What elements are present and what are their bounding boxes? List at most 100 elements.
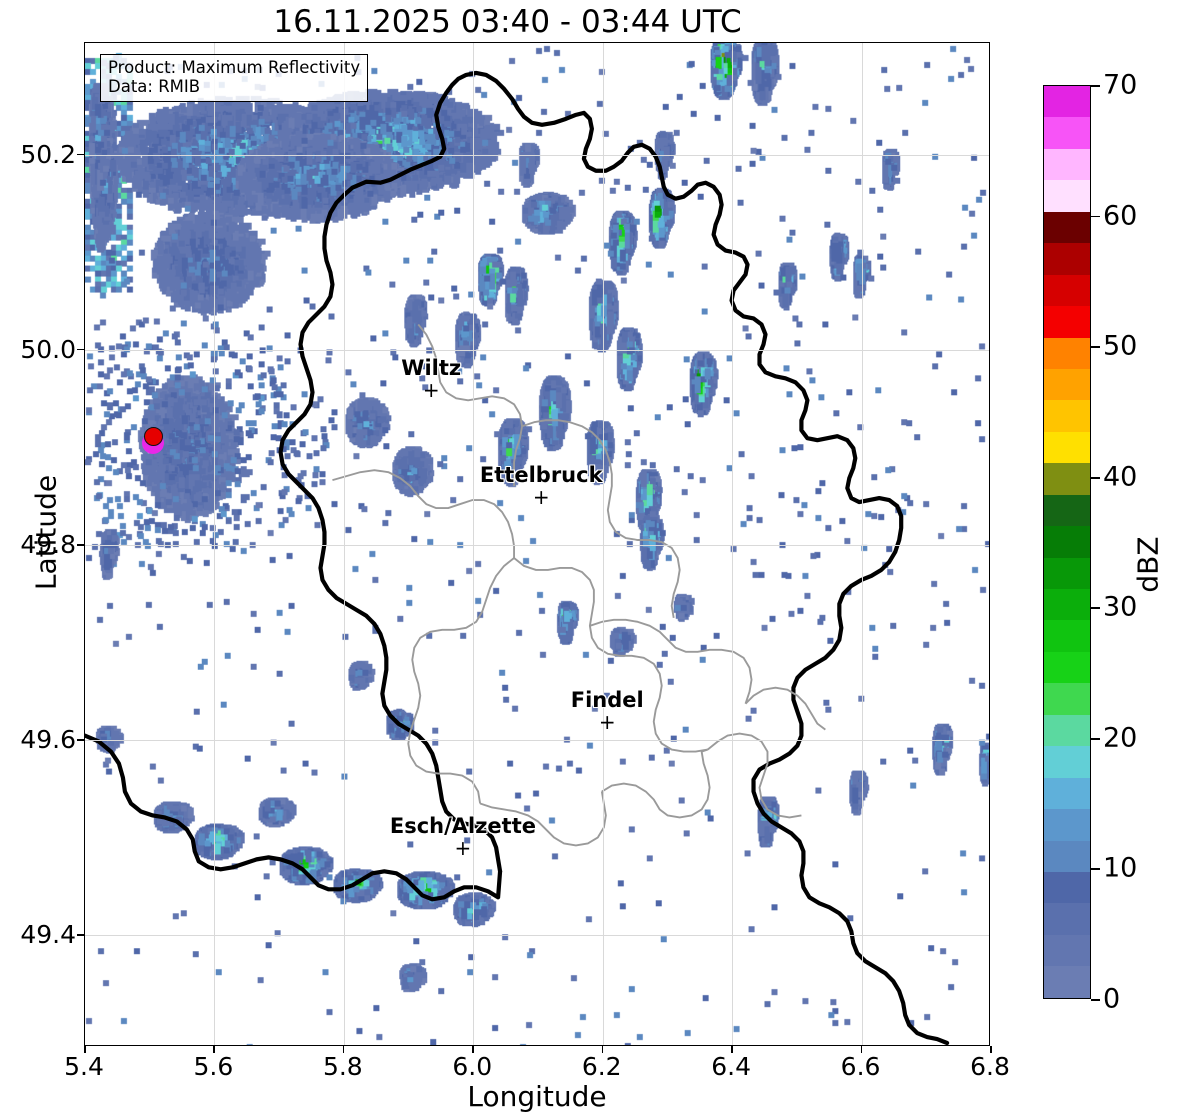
x-tick-mark bbox=[601, 1046, 604, 1053]
gridline-horizontal bbox=[85, 349, 989, 351]
colorbar-band bbox=[1044, 306, 1090, 338]
y-tick-label: 49.6 bbox=[20, 725, 76, 755]
gridline-horizontal bbox=[85, 545, 989, 546]
x-tick-label: 6.8 bbox=[970, 1052, 1010, 1081]
city-name-text: Findel bbox=[570, 687, 644, 712]
colorbar-tick-label: 60 bbox=[1103, 200, 1138, 232]
info-data-line: Data: RMIB bbox=[108, 77, 201, 97]
colorbar-band bbox=[1044, 337, 1090, 369]
colorbar-band bbox=[1044, 463, 1090, 495]
x-axis-title: Longitude bbox=[467, 1080, 607, 1113]
x-tick-mark bbox=[84, 1046, 86, 1053]
x-tick-label: 5.4 bbox=[64, 1052, 104, 1081]
colorbar-band bbox=[1044, 589, 1090, 621]
colorbar-tick-label: 0 bbox=[1103, 983, 1121, 1015]
y-tick-label: 49.8 bbox=[20, 530, 76, 559]
info-product-line: Product: Maximum Reflectivity bbox=[108, 58, 361, 77]
y-tick-mark bbox=[77, 934, 84, 937]
colorbar-band bbox=[1044, 840, 1090, 872]
colorbar-band bbox=[1044, 683, 1090, 715]
x-tick-label: 5.8 bbox=[322, 1052, 363, 1081]
colorbar-tick-mark bbox=[1091, 85, 1100, 87]
city-label-findel: Findel + bbox=[570, 687, 644, 734]
colorbar-band bbox=[1044, 211, 1090, 244]
colorbar-band bbox=[1044, 557, 1090, 589]
city-cross-marker: + bbox=[454, 835, 472, 860]
y-tick-label: 50.0 bbox=[20, 334, 76, 364]
map-vector-layer bbox=[85, 70, 950, 1045]
colorbar-band bbox=[1044, 148, 1090, 181]
city-label-ettelbruck: Ettelbruck + bbox=[479, 463, 603, 510]
colorbar-tick-label: 40 bbox=[1103, 461, 1138, 493]
national-border-west-path bbox=[278, 192, 503, 874]
x-tick-label: 6.2 bbox=[581, 1052, 622, 1081]
radar-site-marker[interactable] bbox=[140, 426, 166, 454]
colorbar-tick-mark bbox=[1091, 215, 1100, 218]
x-tick-label: 6.6 bbox=[840, 1052, 881, 1081]
x-tick-mark bbox=[731, 1046, 733, 1053]
gridline-vertical bbox=[214, 43, 216, 1045]
radar-site-dot bbox=[143, 426, 163, 446]
colorbar-band bbox=[1044, 431, 1090, 464]
colorbar-tick-mark bbox=[1091, 476, 1100, 479]
colorbar-band bbox=[1044, 809, 1090, 841]
colorbar-tick-label: 70 bbox=[1103, 69, 1138, 101]
city-label-wiltz: Wiltz + bbox=[401, 357, 461, 402]
product-info-box: Product: Maximum Reflectivity Data: RMIB bbox=[100, 54, 369, 102]
colorbar-band bbox=[1044, 526, 1090, 558]
x-tick-mark bbox=[860, 1046, 863, 1053]
x-tick-label: 6.0 bbox=[452, 1052, 493, 1081]
radar-reflectivity-layer bbox=[85, 43, 989, 1045]
gridline-horizontal bbox=[85, 154, 989, 156]
x-tick-label: 6.4 bbox=[711, 1052, 752, 1081]
city-cross-marker: + bbox=[532, 485, 550, 510]
x-tick-mark bbox=[472, 1046, 474, 1053]
colorbar-band bbox=[1044, 117, 1090, 149]
x-tick-mark bbox=[990, 1046, 992, 1053]
city-cross-marker: + bbox=[598, 709, 616, 734]
y-tick-label: 50.2 bbox=[20, 139, 76, 169]
city-name-text: Ettelbruck bbox=[479, 463, 603, 488]
colorbar-band bbox=[1044, 966, 1090, 998]
gridline-vertical bbox=[343, 43, 345, 1045]
colorbar-band bbox=[1044, 871, 1090, 904]
x-tick-mark bbox=[213, 1046, 216, 1053]
y-tick-label: 49.4 bbox=[20, 920, 76, 950]
colorbar-band bbox=[1044, 714, 1090, 747]
city-label-esch-alzette: Esch/Alzette + bbox=[389, 813, 536, 860]
colorbar-tick-label: 10 bbox=[1103, 852, 1138, 884]
colorbar-tick-mark bbox=[1091, 607, 1100, 610]
colorbar-title: dBZ bbox=[1131, 536, 1165, 593]
radar-map-plot[interactable]: Wiltz + Ettelbruck + Findel + Esch/Alzette + bbox=[84, 42, 990, 1046]
gridline-vertical bbox=[473, 43, 475, 1045]
gridline-horizontal bbox=[85, 935, 989, 937]
gridline-horizontal bbox=[85, 740, 989, 742]
y-tick-mark bbox=[77, 544, 84, 546]
x-tick-mark bbox=[342, 1046, 345, 1053]
colorbar-tick-mark bbox=[1091, 346, 1100, 348]
colorbar-band bbox=[1044, 400, 1090, 432]
colorbar-band bbox=[1044, 746, 1090, 778]
colorbar-tick-label: 50 bbox=[1103, 330, 1138, 362]
colorbar-band bbox=[1044, 494, 1090, 527]
colorbar-tick-mark bbox=[1091, 868, 1100, 871]
colorbar-band bbox=[1044, 777, 1090, 810]
y-tick-mark bbox=[77, 739, 84, 741]
colorbar-band bbox=[1044, 620, 1090, 652]
gridline-vertical bbox=[602, 43, 604, 1045]
national-border-path bbox=[342, 70, 950, 1045]
national-border-south-path bbox=[85, 733, 503, 902]
colorbar-band bbox=[1044, 243, 1090, 275]
colorbar-band bbox=[1044, 934, 1090, 967]
colorbar-band bbox=[1044, 903, 1090, 935]
colorbar bbox=[1043, 85, 1091, 999]
gridline-vertical bbox=[861, 43, 863, 1045]
colorbar-tick-mark bbox=[1091, 999, 1100, 1001]
city-cross-marker: + bbox=[422, 377, 440, 402]
canton-borders bbox=[332, 323, 826, 847]
colorbar-tick-mark bbox=[1091, 737, 1100, 740]
colorbar-band bbox=[1044, 86, 1090, 118]
colorbar-band bbox=[1044, 180, 1090, 212]
city-name-text: Esch/Alzette bbox=[389, 813, 536, 838]
colorbar-band bbox=[1044, 651, 1090, 684]
